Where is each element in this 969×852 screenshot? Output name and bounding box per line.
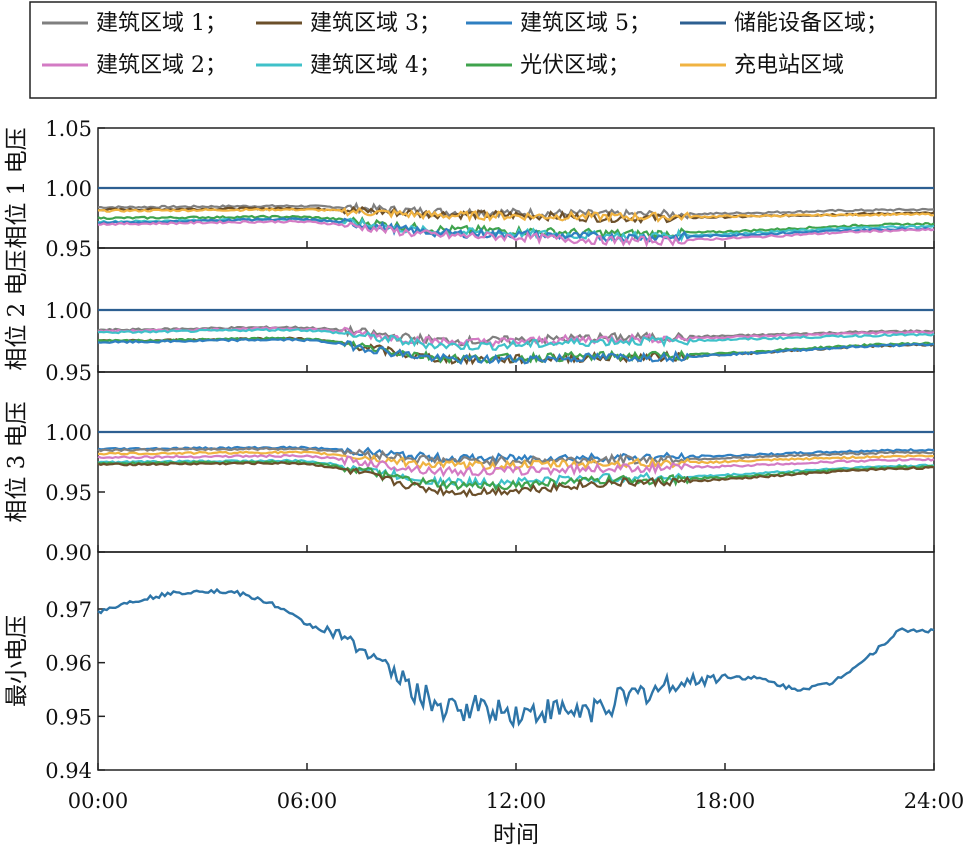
series-line (97, 460, 935, 492)
min-voltage-ylabel: 最小电压 (4, 615, 30, 707)
x-tick-label: 00:00 (68, 789, 129, 813)
y-tick-label: 1.00 (45, 177, 92, 201)
panel-3-marks: 1.00 0.95 0.90 (45, 421, 935, 565)
series-line (97, 461, 934, 498)
series-line (97, 217, 935, 243)
y-tick-label: 0.94 (45, 759, 92, 783)
legend-entry: 充电站区域 (680, 53, 844, 78)
legend-label: 光伏区域； (520, 53, 630, 78)
legend-label: 建筑区域 3； (310, 11, 441, 36)
legend-entry: 建筑区域 1； (42, 11, 227, 36)
series-line (98, 219, 935, 248)
series-line (98, 207, 934, 224)
legend-label: 建筑区域 5； (520, 11, 651, 36)
y-tick-label: 1.00 (45, 299, 92, 323)
x-tick-label: 18:00 (695, 789, 756, 813)
legend-entry: 建筑区域 5； (466, 11, 651, 36)
y-tick-label: 1.00 (45, 421, 92, 445)
x-tick-label: 12:00 (486, 789, 547, 813)
min-voltage-line (97, 587, 935, 729)
legend: 建筑区域 1； 建筑区域 3； 建筑区域 5； 储能设备区域； 建筑区域 2； 建筑区域 … (29, 1, 937, 99)
panel-min-voltage: 最小电压 时间 (4, 551, 935, 848)
phase-2-ylabel: 相位 2 电压 (4, 249, 30, 370)
series-line (97, 446, 935, 467)
x-tick-label: 24:00 (904, 789, 965, 813)
legend-label: 建筑区域 4； (310, 53, 441, 78)
legend-entry: 建筑区域 3； (256, 11, 441, 36)
legend-items: 建筑区域 1； 建筑区域 3； 建筑区域 5； 储能设备区域； 建筑区域 2； 建筑区域 … (42, 11, 888, 78)
min-voltage-plot-frame (97, 551, 935, 771)
series-line (97, 337, 935, 366)
series-line (97, 336, 935, 364)
x-axis-label: 时间 (493, 822, 539, 848)
y-tick-label: 1.05 (45, 117, 92, 141)
legend-entry: 建筑区域 4； (256, 53, 441, 78)
legend-frame (29, 1, 937, 99)
panel-1-marks: 1.05 1.00 0.95 (45, 117, 935, 261)
series-line (97, 201, 935, 220)
y-tick-label: 0.95 (45, 361, 92, 385)
legend-label: 充电站区域 (734, 53, 844, 78)
y-tick-label: 0.96 (45, 652, 92, 676)
y-tick-label: 0.90 (45, 541, 92, 565)
plot-layer: 1.05 1.00 0.95 1.00 0.95 1.00 0.95 0.90 0.97 0.96… (45, 117, 964, 813)
series-line (97, 326, 935, 349)
legend-label: 建筑区域 1； (96, 11, 227, 36)
series-line (97, 453, 935, 478)
legend-entry: 建筑区域 2； (42, 53, 227, 78)
phase-3-ylabel: 相位 3 电压 (4, 401, 30, 522)
y-tick-label: 0.95 (45, 481, 92, 505)
legend-entry: 光伏区域； (466, 53, 630, 78)
legend-label: 储能设备区域； (734, 11, 888, 36)
y-tick-label: 0.95 (45, 705, 92, 729)
y-tick-label: 0.95 (45, 237, 92, 261)
phase-1-ylabel: 相位 1 电压 (4, 127, 30, 248)
series-line (97, 324, 935, 347)
panel-2-marks: 1.00 0.95 (45, 299, 935, 385)
x-tick-label: 06:00 (277, 789, 338, 813)
series-line (97, 327, 935, 351)
legend-entry: 储能设备区域； (680, 11, 888, 36)
y-tick-label: 0.97 (45, 598, 92, 622)
panel-4-marks: 0.97 0.96 0.95 0.94 00:00 06:00 12:00 18:00 24:0… (45, 587, 965, 813)
legend-label: 建筑区域 2； (96, 53, 227, 78)
